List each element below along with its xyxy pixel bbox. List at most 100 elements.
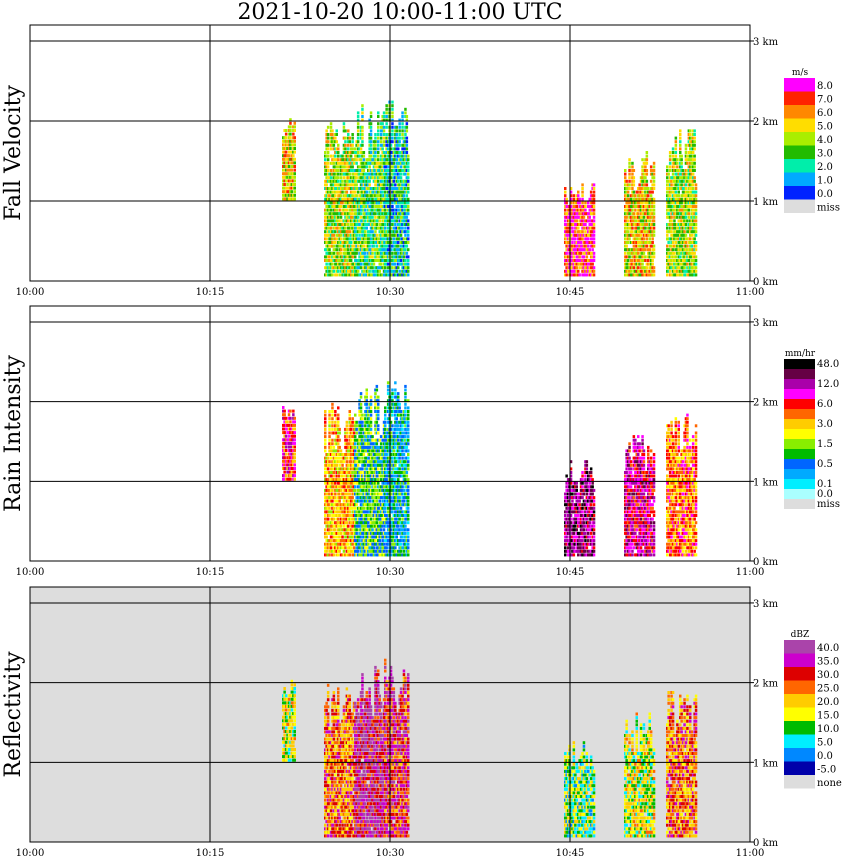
echo-cell <box>345 251 349 255</box>
echo-cell <box>356 151 360 154</box>
echo-cell <box>575 259 578 262</box>
echo-cell <box>404 169 407 172</box>
echo-cell <box>587 201 590 205</box>
echo-cell <box>287 132 291 136</box>
echo-cell <box>378 219 381 223</box>
echo-cell <box>629 201 633 205</box>
echo-cell <box>338 241 341 244</box>
echo-cell <box>328 427 331 431</box>
echo-cell <box>399 273 403 277</box>
echo-cell <box>328 431 331 435</box>
echo-cell <box>351 133 354 136</box>
echo-cell <box>572 237 576 241</box>
echo-cell <box>347 176 350 180</box>
echo-cell <box>632 179 636 183</box>
echo-cell <box>591 194 594 198</box>
echo-cell <box>645 169 649 172</box>
echo-cell <box>581 233 584 237</box>
echo-cell <box>574 273 577 277</box>
echo-cell <box>666 230 669 234</box>
echo-cell <box>365 244 368 248</box>
echo-cell <box>341 179 344 183</box>
echo-cell <box>389 208 393 212</box>
echo-cell <box>398 158 401 162</box>
echo-cell <box>335 233 338 237</box>
echo-cell <box>328 237 331 241</box>
echo-cell <box>342 524 346 528</box>
echo-cell <box>345 201 349 205</box>
echo-cell <box>355 154 358 158</box>
echo-cell <box>282 139 285 143</box>
echo-cell <box>391 104 394 108</box>
echo-cell <box>289 197 292 201</box>
echo-cell <box>342 251 346 255</box>
echo-cell <box>565 197 568 201</box>
echo-cell <box>361 118 364 122</box>
echo-cell <box>335 244 338 248</box>
echo-cell <box>386 248 390 252</box>
echo-cell <box>385 212 388 216</box>
echo-cell <box>355 194 358 198</box>
echo-cell <box>397 259 400 262</box>
echo-cell <box>679 136 682 140</box>
echo-cell <box>362 485 366 489</box>
echo-cell <box>283 157 286 161</box>
echo-cell <box>632 197 636 201</box>
echo-cell <box>374 201 377 205</box>
echo-cell <box>368 118 371 122</box>
echo-cell <box>676 259 679 262</box>
echo-cell <box>631 248 634 252</box>
echo-cell <box>364 251 367 255</box>
echo-cell <box>398 233 401 237</box>
echo-cell <box>324 427 327 431</box>
echo-cell <box>349 176 353 180</box>
echo-cell <box>384 183 387 187</box>
echo-cell <box>378 269 381 273</box>
echo-cell <box>349 259 353 262</box>
echo-cell <box>374 233 377 237</box>
echo-cell <box>345 151 349 154</box>
echo-cell <box>379 194 383 198</box>
echo-cell <box>283 139 286 143</box>
echo-cell <box>332 226 336 230</box>
echo-cell <box>391 201 394 205</box>
echo-cell <box>345 158 349 162</box>
echo-cell <box>589 266 593 270</box>
echo-cell <box>349 190 353 194</box>
echo-cell <box>625 187 628 190</box>
echo-cell <box>325 212 328 216</box>
echo-cell <box>378 230 381 234</box>
echo-cell <box>377 219 380 223</box>
echo-cell <box>284 157 288 161</box>
echo-cell <box>649 197 653 201</box>
echo-cell <box>677 266 680 270</box>
echo-cell <box>375 233 379 237</box>
echo-cell <box>591 226 594 230</box>
echo-cell <box>581 201 584 205</box>
echo-cell <box>329 140 333 144</box>
echo-cell <box>331 413 334 417</box>
echo-cell <box>290 197 294 201</box>
echo-cell <box>342 499 346 503</box>
echo-cell <box>584 269 587 273</box>
echo-cell <box>693 129 696 133</box>
echo-cell <box>332 158 336 162</box>
echo-cell <box>369 205 373 208</box>
echo-cell <box>325 169 328 172</box>
echo-cell <box>358 262 361 266</box>
echo-cell <box>585 237 589 241</box>
legend-label: 7.0 <box>817 94 833 105</box>
echo-cell <box>566 233 570 237</box>
echo-cell <box>361 197 364 201</box>
echo-cell <box>332 136 336 140</box>
echo-cell <box>588 219 591 223</box>
echo-cell <box>652 244 656 248</box>
echo-cell <box>293 157 296 161</box>
echo-cell <box>338 190 341 194</box>
echo-cell <box>345 169 349 172</box>
echo-cell <box>577 273 580 277</box>
echo-cell <box>364 179 367 183</box>
echo-cell <box>335 219 338 223</box>
echo-cell <box>404 273 407 277</box>
echo-cell <box>582 208 586 212</box>
